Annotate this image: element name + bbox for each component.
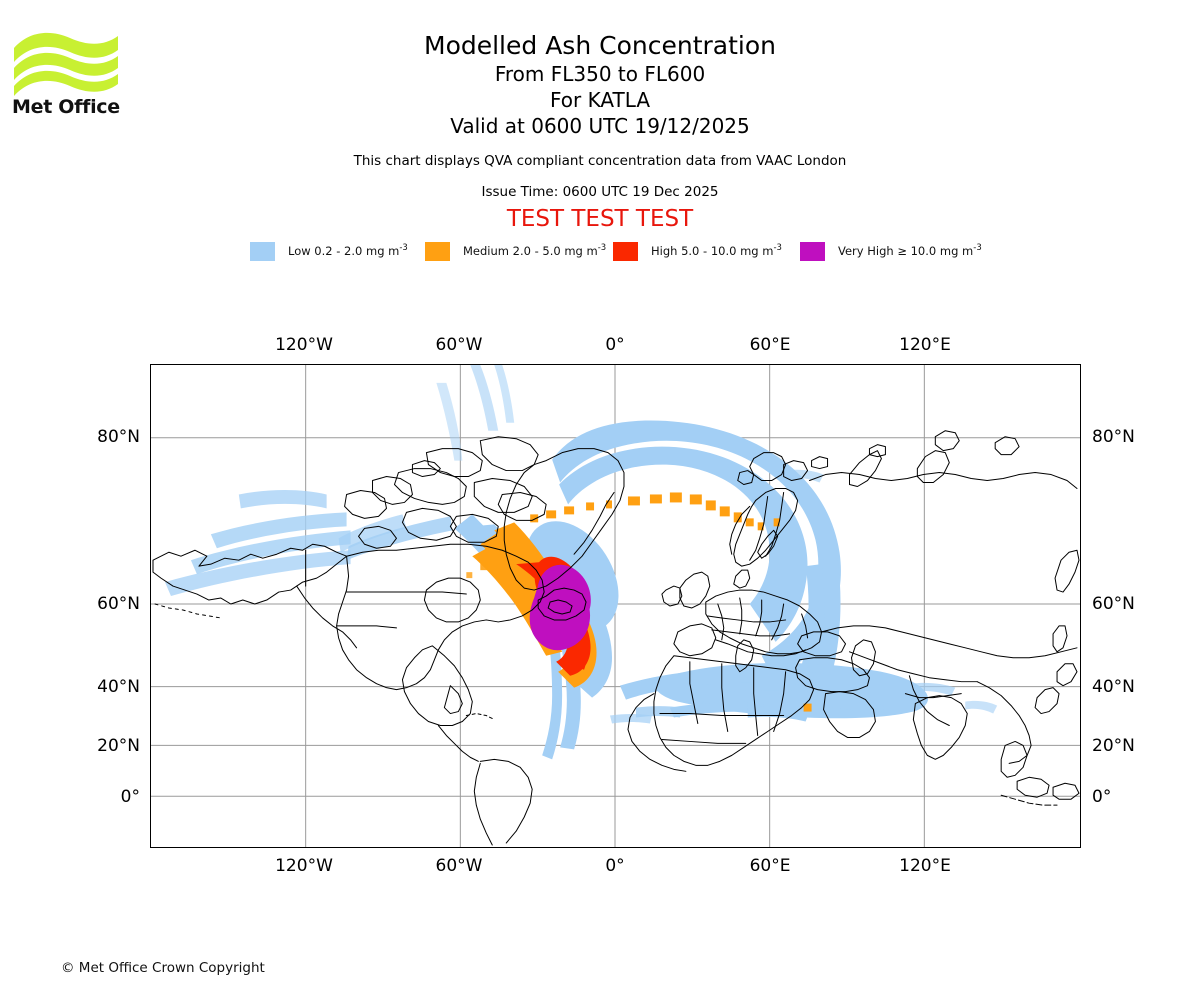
map-canvas (151, 365, 1080, 847)
legend-item: Medium 2.0 - 5.0 mg m-3 (425, 241, 606, 261)
latitude-label-left: 20°N (97, 736, 140, 756)
page-title: Modelled Ash Concentration (424, 31, 776, 60)
latitude-label-right: 40°N (1092, 677, 1135, 697)
longitude-label-top: 120°E (899, 335, 951, 355)
met-office-logo: Met Office (12, 28, 120, 118)
longitude-label-top: 60°E (749, 335, 791, 355)
copyright-notice: © Met Office Crown Copyright (61, 960, 265, 976)
longitude-label-bottom: 120°E (899, 856, 951, 876)
legend-label: Low 0.2 - 2.0 mg m-3 (288, 243, 408, 258)
chart-header: Modelled Ash Concentration From FL350 to… (0, 0, 1200, 233)
legend-swatch (425, 241, 450, 261)
latitude-label-right: 80°N (1092, 427, 1135, 447)
legend-label: Very High ≥ 10.0 mg m-3 (838, 243, 982, 258)
test-banner: TEST TEST TEST (506, 206, 694, 232)
latitude-label-right: 0° (1092, 787, 1112, 807)
flight-level-range: From FL350 to FL600 (494, 62, 706, 86)
coastlines (152, 430, 1080, 846)
met-office-wave-mark (14, 32, 118, 96)
legend-item: Very High ≥ 10.0 mg m-3 (800, 241, 982, 261)
longitude-label-bottom: 120°W (275, 856, 333, 876)
legend-item: High 5.0 - 10.0 mg m-3 (613, 241, 782, 261)
legend-swatch (613, 241, 638, 261)
longitude-label-bottom: 60°E (749, 856, 791, 876)
longitude-label-bottom: 60°W (435, 856, 483, 876)
latitude-label-left: 0° (120, 787, 140, 807)
longitude-label-top: 120°W (275, 335, 333, 355)
latitude-label-right: 60°N (1092, 594, 1135, 614)
valid-time: Valid at 0600 UTC 19/12/2025 (450, 114, 750, 138)
latitude-label-left: 60°N (97, 594, 140, 614)
longitude-label-bottom: 0° (605, 856, 625, 876)
met-office-logo-text: Met Office (12, 96, 120, 118)
concentration-legend: Low 0.2 - 2.0 mg m-3 Medium 2.0 - 5.0 mg … (0, 241, 1200, 261)
latitude-label-left: 40°N (97, 677, 140, 697)
qva-note: This chart displays QVA compliant concen… (353, 153, 847, 169)
longitude-label-top: 0° (605, 335, 625, 355)
latitude-label-right: 20°N (1092, 736, 1135, 756)
issue-time: Issue Time: 0600 UTC 19 Dec 2025 (481, 184, 719, 200)
ash-concentration-map (150, 364, 1081, 848)
legend-label: High 5.0 - 10.0 mg m-3 (651, 243, 782, 258)
legend-label: Medium 2.0 - 5.0 mg m-3 (463, 243, 607, 258)
legend-swatch (800, 241, 825, 261)
longitude-label-top: 60°W (435, 335, 483, 355)
volcano-name: For KATLA (550, 88, 650, 112)
legend-swatch (250, 241, 275, 261)
ash-plume-low (164, 365, 998, 760)
legend-item: Low 0.2 - 2.0 mg m-3 (250, 241, 408, 261)
latitude-label-left: 80°N (97, 427, 140, 447)
